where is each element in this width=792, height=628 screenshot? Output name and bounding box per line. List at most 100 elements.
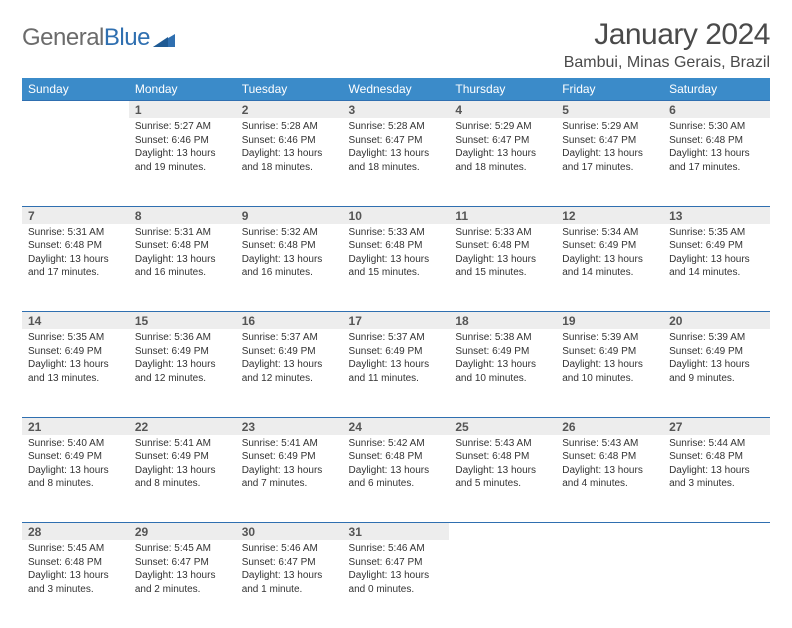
sunrise-text: Sunrise: 5:41 AM [135, 437, 230, 451]
daylight-text-1: Daylight: 13 hours [135, 253, 230, 267]
daylight-text-1: Daylight: 13 hours [562, 464, 657, 478]
day-number-row: 123456 [22, 101, 770, 119]
daylight-text-1: Daylight: 13 hours [135, 358, 230, 372]
day-number: 4 [449, 101, 556, 119]
sunrise-text: Sunrise: 5:35 AM [28, 331, 123, 345]
month-title: January 2024 [564, 18, 770, 52]
day-content-row: Sunrise: 5:45 AMSunset: 6:48 PMDaylight:… [22, 540, 770, 628]
location-label: Bambui, Minas Gerais, Brazil [564, 54, 770, 72]
day-cell: Sunrise: 5:43 AMSunset: 6:48 PMDaylight:… [449, 435, 556, 523]
daylight-text-2: and 13 minutes. [28, 372, 123, 386]
sunset-text: Sunset: 6:49 PM [135, 345, 230, 359]
sunset-text: Sunset: 6:47 PM [562, 134, 657, 148]
calendar-header-row: SundayMondayTuesdayWednesdayThursdayFrid… [22, 78, 770, 101]
sunrise-text: Sunrise: 5:45 AM [28, 542, 123, 556]
sunset-text: Sunset: 6:49 PM [349, 345, 444, 359]
day-number: 12 [556, 206, 663, 224]
title-block: January 2024 Bambui, Minas Gerais, Brazi… [564, 18, 770, 72]
sunset-text: Sunset: 6:48 PM [135, 239, 230, 253]
day-number: 27 [663, 417, 770, 435]
sunrise-text: Sunrise: 5:45 AM [135, 542, 230, 556]
day-cell: Sunrise: 5:40 AMSunset: 6:49 PMDaylight:… [22, 435, 129, 523]
weekday-header: Sunday [22, 78, 129, 101]
day-cell: Sunrise: 5:39 AMSunset: 6:49 PMDaylight:… [556, 329, 663, 417]
day-cell: Sunrise: 5:37 AMSunset: 6:49 PMDaylight:… [236, 329, 343, 417]
daylight-text-1: Daylight: 13 hours [562, 358, 657, 372]
day-number: 11 [449, 206, 556, 224]
day-cell: Sunrise: 5:36 AMSunset: 6:49 PMDaylight:… [129, 329, 236, 417]
daylight-text-2: and 19 minutes. [135, 161, 230, 175]
day-number: 28 [22, 523, 129, 541]
day-cell: Sunrise: 5:46 AMSunset: 6:47 PMDaylight:… [343, 540, 450, 628]
day-cell-empty [663, 540, 770, 628]
daylight-text-2: and 8 minutes. [28, 477, 123, 491]
day-number-row: 78910111213 [22, 206, 770, 224]
day-cell-empty [449, 540, 556, 628]
daylight-text-1: Daylight: 13 hours [135, 147, 230, 161]
day-cell: Sunrise: 5:46 AMSunset: 6:47 PMDaylight:… [236, 540, 343, 628]
daylight-text-1: Daylight: 13 hours [349, 358, 444, 372]
daylight-text-1: Daylight: 13 hours [349, 464, 444, 478]
daylight-text-2: and 18 minutes. [242, 161, 337, 175]
daylight-text-2: and 0 minutes. [349, 583, 444, 597]
day-cell: Sunrise: 5:45 AMSunset: 6:47 PMDaylight:… [129, 540, 236, 628]
daylight-text-2: and 17 minutes. [562, 161, 657, 175]
daylight-text-2: and 9 minutes. [669, 372, 764, 386]
daylight-text-2: and 5 minutes. [455, 477, 550, 491]
sunrise-text: Sunrise: 5:29 AM [562, 120, 657, 134]
sunrise-text: Sunrise: 5:39 AM [669, 331, 764, 345]
day-number: 6 [663, 101, 770, 119]
daylight-text-2: and 16 minutes. [242, 266, 337, 280]
day-number: 19 [556, 312, 663, 330]
daylight-text-1: Daylight: 13 hours [455, 147, 550, 161]
daylight-text-1: Daylight: 13 hours [242, 464, 337, 478]
sunset-text: Sunset: 6:49 PM [562, 239, 657, 253]
sunrise-text: Sunrise: 5:34 AM [562, 226, 657, 240]
daylight-text-2: and 15 minutes. [455, 266, 550, 280]
day-number: 22 [129, 417, 236, 435]
day-number-row: 14151617181920 [22, 312, 770, 330]
day-cell: Sunrise: 5:33 AMSunset: 6:48 PMDaylight:… [449, 224, 556, 312]
daylight-text-1: Daylight: 13 hours [562, 253, 657, 267]
day-content-row: Sunrise: 5:35 AMSunset: 6:49 PMDaylight:… [22, 329, 770, 417]
sunrise-text: Sunrise: 5:28 AM [242, 120, 337, 134]
weekday-header: Wednesday [343, 78, 450, 101]
sunrise-text: Sunrise: 5:42 AM [349, 437, 444, 451]
sunset-text: Sunset: 6:47 PM [135, 556, 230, 570]
day-cell: Sunrise: 5:38 AMSunset: 6:49 PMDaylight:… [449, 329, 556, 417]
daylight-text-2: and 3 minutes. [669, 477, 764, 491]
sunset-text: Sunset: 6:49 PM [242, 345, 337, 359]
sunset-text: Sunset: 6:49 PM [669, 345, 764, 359]
day-number: 3 [343, 101, 450, 119]
day-cell: Sunrise: 5:33 AMSunset: 6:48 PMDaylight:… [343, 224, 450, 312]
day-number-row: 28293031 [22, 523, 770, 541]
calendar-table: SundayMondayTuesdayWednesdayThursdayFrid… [22, 78, 770, 628]
daylight-text-2: and 6 minutes. [349, 477, 444, 491]
daylight-text-1: Daylight: 13 hours [349, 253, 444, 267]
day-number: 7 [22, 206, 129, 224]
daylight-text-1: Daylight: 13 hours [242, 358, 337, 372]
daylight-text-2: and 1 minute. [242, 583, 337, 597]
sunrise-text: Sunrise: 5:33 AM [455, 226, 550, 240]
day-content-row: Sunrise: 5:27 AMSunset: 6:46 PMDaylight:… [22, 118, 770, 206]
daylight-text-1: Daylight: 13 hours [28, 358, 123, 372]
sunset-text: Sunset: 6:48 PM [455, 239, 550, 253]
day-cell: Sunrise: 5:32 AMSunset: 6:48 PMDaylight:… [236, 224, 343, 312]
sunrise-text: Sunrise: 5:37 AM [242, 331, 337, 345]
daylight-text-1: Daylight: 13 hours [242, 147, 337, 161]
sunrise-text: Sunrise: 5:39 AM [562, 331, 657, 345]
sunset-text: Sunset: 6:47 PM [455, 134, 550, 148]
daylight-text-1: Daylight: 13 hours [455, 464, 550, 478]
sunset-text: Sunset: 6:48 PM [349, 450, 444, 464]
day-content-row: Sunrise: 5:31 AMSunset: 6:48 PMDaylight:… [22, 224, 770, 312]
daylight-text-1: Daylight: 13 hours [669, 464, 764, 478]
day-number: 21 [22, 417, 129, 435]
daylight-text-1: Daylight: 13 hours [135, 569, 230, 583]
daylight-text-1: Daylight: 13 hours [455, 253, 550, 267]
daylight-text-2: and 4 minutes. [562, 477, 657, 491]
sunset-text: Sunset: 6:47 PM [349, 134, 444, 148]
day-number: 18 [449, 312, 556, 330]
day-number-empty [22, 101, 129, 119]
weekday-header: Tuesday [236, 78, 343, 101]
daylight-text-2: and 17 minutes. [28, 266, 123, 280]
